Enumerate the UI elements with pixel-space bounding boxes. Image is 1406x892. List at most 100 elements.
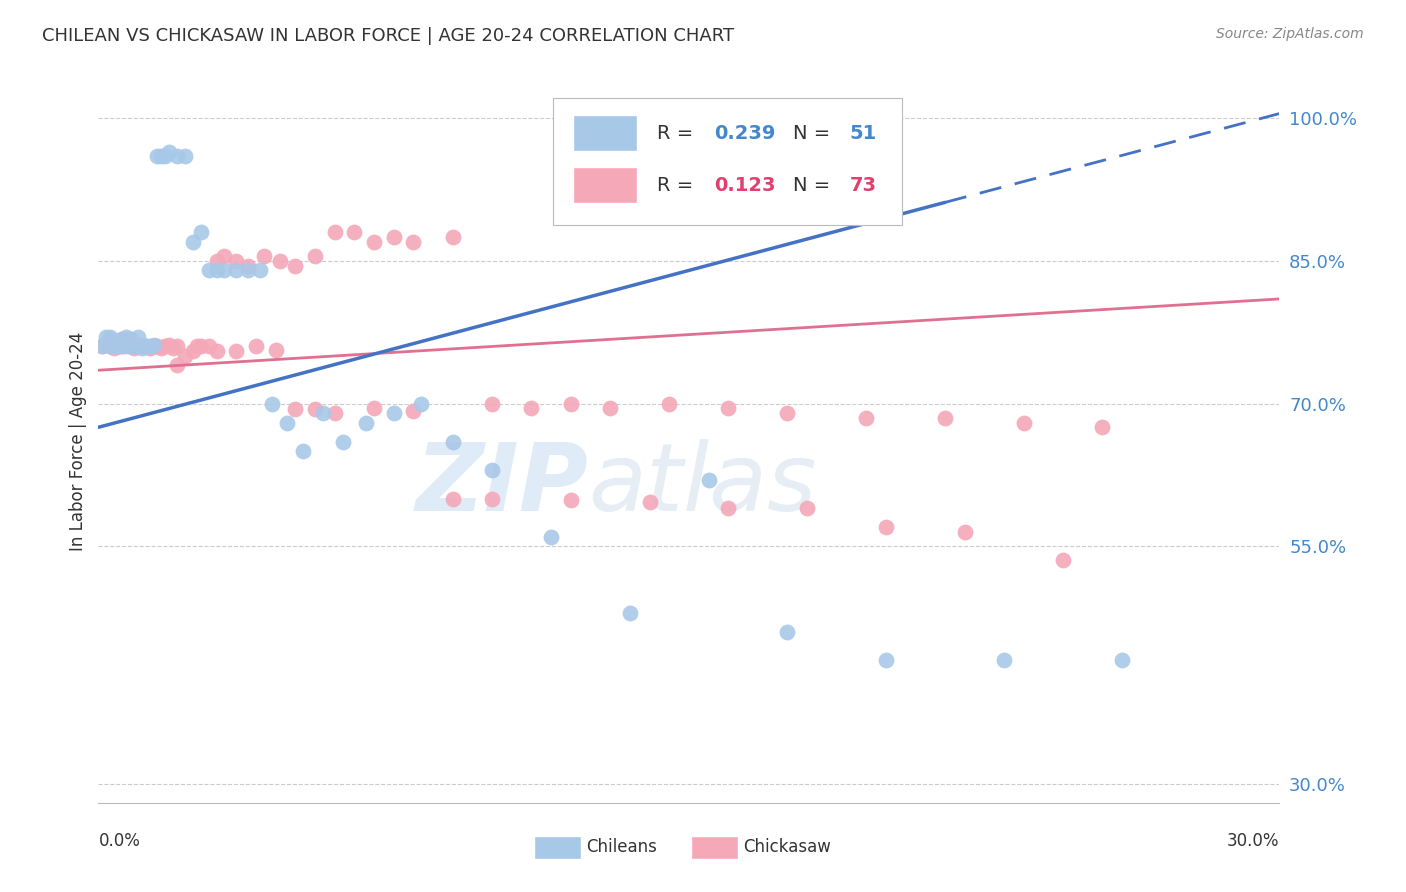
Point [776,406,799,420]
Point [776,624,799,639]
Point [540,530,562,544]
Point [411,396,433,410]
Point [197,263,219,277]
Point [181,344,204,359]
Point [111,332,134,346]
Point [481,491,503,506]
Point [1012,416,1035,430]
Text: Chileans: Chileans [586,838,657,855]
Point [260,396,283,410]
Point [697,473,720,487]
Point [560,396,582,410]
Point [150,149,173,163]
Text: ZIP: ZIP [416,439,589,531]
Point [190,339,212,353]
Point [284,402,307,417]
Point [98,332,121,346]
Y-axis label: In Labor Force | Age 20-24: In Labor Force | Age 20-24 [69,332,87,551]
Point [103,342,125,356]
Point [323,406,346,420]
Point [103,337,125,351]
Point [402,235,425,249]
Point [166,339,188,353]
Point [796,501,818,516]
Point [599,401,621,416]
Point [934,410,956,425]
Point [107,334,129,349]
Text: N =: N = [793,123,837,143]
Point [122,342,145,356]
Point [354,416,377,430]
Point [205,344,228,359]
Point [323,226,346,240]
Point [107,339,129,353]
Text: atlas: atlas [589,440,817,531]
Point [205,254,228,268]
Point [174,349,197,363]
Point [107,339,129,353]
Point [118,339,141,353]
Point [717,401,740,416]
Point [115,337,138,351]
Point [155,339,177,353]
Point [253,249,276,263]
Point [520,401,543,416]
Point [560,493,582,508]
Point [98,339,121,353]
Point [91,339,114,353]
Point [993,653,1015,667]
Point [96,337,118,351]
Text: 0.123: 0.123 [714,176,775,194]
Point [118,332,141,346]
Point [162,342,184,356]
FancyBboxPatch shape [536,837,581,858]
Point [363,401,385,416]
Point [157,145,180,159]
Point [174,149,197,163]
Point [1052,553,1074,567]
Text: 30.0%: 30.0% [1227,831,1279,850]
Point [190,226,212,240]
Point [91,339,114,353]
Point [402,404,425,418]
Point [155,149,177,163]
Point [1091,420,1114,434]
Point [382,406,405,420]
Text: Chickasaw: Chickasaw [744,838,831,855]
Point [441,491,464,506]
Point [382,230,405,244]
Point [214,263,236,277]
Point [103,339,125,353]
Point [225,344,247,359]
Point [292,444,315,458]
Point [166,149,188,163]
Text: CHILEAN VS CHICKASAW IN LABOR FORCE | AGE 20-24 CORRELATION CHART: CHILEAN VS CHICKASAW IN LABOR FORCE | AG… [42,27,734,45]
Text: 0.0%: 0.0% [98,831,141,850]
Point [332,434,354,449]
Point [127,330,149,344]
Point [98,339,121,353]
Point [855,410,877,425]
FancyBboxPatch shape [575,116,636,151]
FancyBboxPatch shape [553,98,901,225]
Point [181,235,204,249]
Point [127,337,149,351]
Point [197,339,219,353]
Point [236,263,259,277]
Text: 51: 51 [849,123,877,143]
Point [111,339,134,353]
Point [118,339,141,353]
Point [146,339,169,353]
Point [264,343,287,358]
Point [441,434,464,449]
Point [269,254,291,268]
Point [363,235,385,249]
Point [214,249,236,263]
Point [111,339,134,353]
Point [875,653,897,667]
Point [304,402,326,417]
Point [127,337,149,351]
Text: N =: N = [793,176,837,194]
Point [343,226,366,240]
Point [146,149,169,163]
